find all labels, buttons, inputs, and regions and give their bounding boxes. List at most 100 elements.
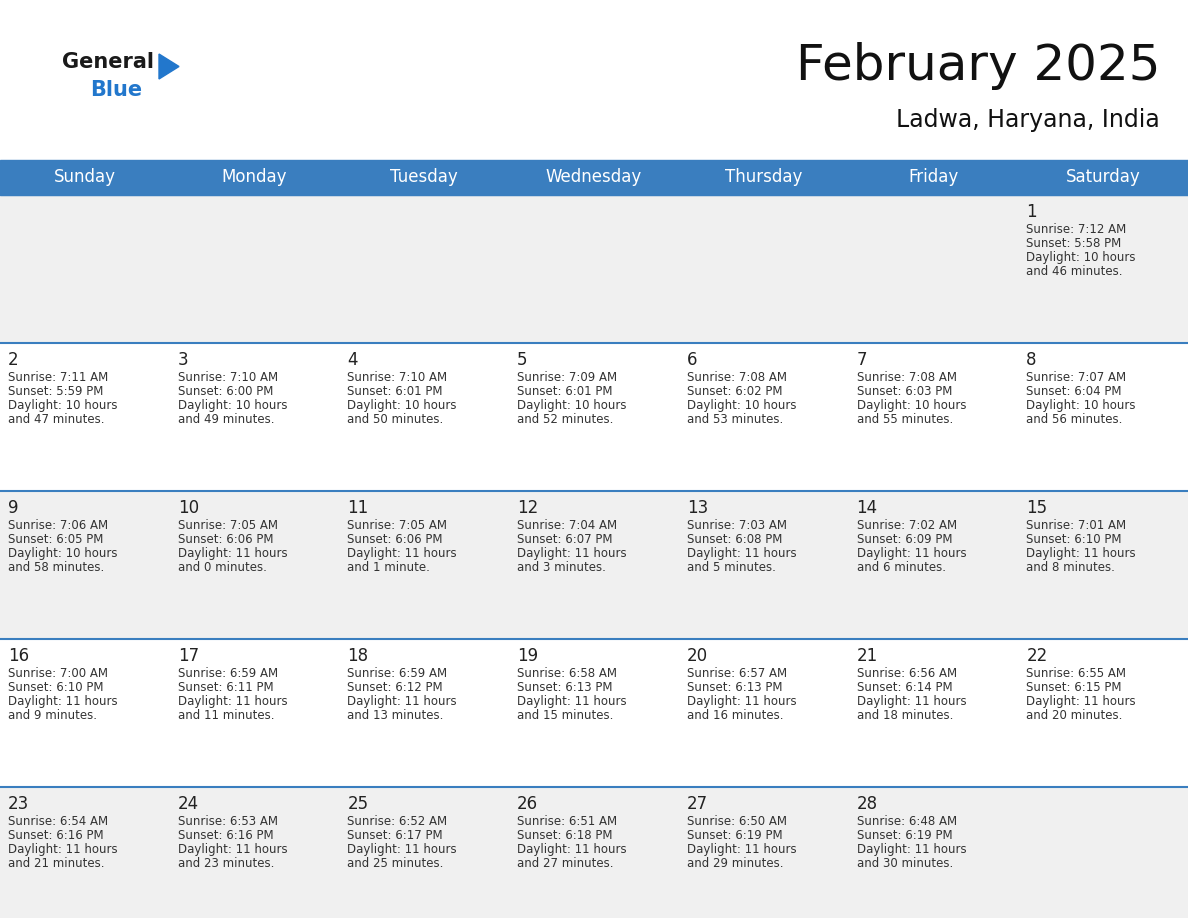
Text: Sunrise: 7:09 AM: Sunrise: 7:09 AM — [517, 371, 618, 384]
Text: and 47 minutes.: and 47 minutes. — [8, 413, 105, 426]
Text: Daylight: 10 hours: Daylight: 10 hours — [8, 547, 118, 560]
Text: Daylight: 10 hours: Daylight: 10 hours — [857, 399, 966, 412]
Text: Daylight: 10 hours: Daylight: 10 hours — [1026, 251, 1136, 264]
Text: and 0 minutes.: and 0 minutes. — [178, 561, 266, 574]
Text: and 50 minutes.: and 50 minutes. — [347, 413, 443, 426]
Text: 19: 19 — [517, 647, 538, 665]
Text: and 3 minutes.: and 3 minutes. — [517, 561, 606, 574]
Text: Sunrise: 6:51 AM: Sunrise: 6:51 AM — [517, 815, 618, 828]
Text: Sunset: 6:06 PM: Sunset: 6:06 PM — [178, 533, 273, 546]
Text: Sunrise: 7:08 AM: Sunrise: 7:08 AM — [687, 371, 786, 384]
Text: Daylight: 11 hours: Daylight: 11 hours — [8, 843, 118, 856]
Text: Sunset: 6:19 PM: Sunset: 6:19 PM — [687, 829, 783, 842]
Text: Sunrise: 7:05 AM: Sunrise: 7:05 AM — [347, 519, 448, 532]
Text: Daylight: 11 hours: Daylight: 11 hours — [517, 547, 627, 560]
Text: 24: 24 — [178, 795, 198, 813]
Text: and 58 minutes.: and 58 minutes. — [8, 561, 105, 574]
Text: 4: 4 — [347, 351, 358, 369]
Text: 22: 22 — [1026, 647, 1048, 665]
Text: Sunset: 6:16 PM: Sunset: 6:16 PM — [8, 829, 103, 842]
Text: Daylight: 11 hours: Daylight: 11 hours — [857, 547, 966, 560]
Text: Daylight: 10 hours: Daylight: 10 hours — [517, 399, 626, 412]
Text: and 16 minutes.: and 16 minutes. — [687, 709, 783, 722]
Text: Sunset: 6:11 PM: Sunset: 6:11 PM — [178, 681, 273, 694]
Text: Sunset: 6:00 PM: Sunset: 6:00 PM — [178, 385, 273, 398]
Text: 16: 16 — [8, 647, 30, 665]
Text: Daylight: 11 hours: Daylight: 11 hours — [347, 695, 457, 708]
Text: 15: 15 — [1026, 499, 1048, 517]
Text: 17: 17 — [178, 647, 198, 665]
Text: and 1 minute.: and 1 minute. — [347, 561, 430, 574]
Text: Sunset: 6:13 PM: Sunset: 6:13 PM — [687, 681, 783, 694]
Text: Sunrise: 6:59 AM: Sunrise: 6:59 AM — [178, 667, 278, 680]
Text: and 27 minutes.: and 27 minutes. — [517, 857, 614, 870]
Text: 3: 3 — [178, 351, 189, 369]
Text: Blue: Blue — [90, 80, 143, 100]
Text: 18: 18 — [347, 647, 368, 665]
Text: Sunrise: 6:53 AM: Sunrise: 6:53 AM — [178, 815, 278, 828]
Text: and 9 minutes.: and 9 minutes. — [8, 709, 97, 722]
Text: Sunrise: 7:05 AM: Sunrise: 7:05 AM — [178, 519, 278, 532]
Text: Sunrise: 7:10 AM: Sunrise: 7:10 AM — [178, 371, 278, 384]
Text: Sunrise: 6:50 AM: Sunrise: 6:50 AM — [687, 815, 786, 828]
Text: and 53 minutes.: and 53 minutes. — [687, 413, 783, 426]
Text: and 6 minutes.: and 6 minutes. — [857, 561, 946, 574]
Text: and 20 minutes.: and 20 minutes. — [1026, 709, 1123, 722]
Text: Sunrise: 6:54 AM: Sunrise: 6:54 AM — [8, 815, 108, 828]
Text: Daylight: 11 hours: Daylight: 11 hours — [687, 547, 796, 560]
Text: Daylight: 11 hours: Daylight: 11 hours — [1026, 547, 1136, 560]
Text: 11: 11 — [347, 499, 368, 517]
Text: Sunset: 6:07 PM: Sunset: 6:07 PM — [517, 533, 613, 546]
Text: Sunrise: 7:11 AM: Sunrise: 7:11 AM — [8, 371, 108, 384]
Polygon shape — [159, 54, 179, 79]
Text: 7: 7 — [857, 351, 867, 369]
Text: Sunset: 6:18 PM: Sunset: 6:18 PM — [517, 829, 613, 842]
Text: Daylight: 11 hours: Daylight: 11 hours — [347, 547, 457, 560]
Text: 23: 23 — [8, 795, 30, 813]
Bar — [0, 343, 1188, 491]
Text: and 23 minutes.: and 23 minutes. — [178, 857, 274, 870]
Text: Tuesday: Tuesday — [391, 169, 459, 186]
Text: 26: 26 — [517, 795, 538, 813]
Text: Sunrise: 6:57 AM: Sunrise: 6:57 AM — [687, 667, 786, 680]
Text: Daylight: 11 hours: Daylight: 11 hours — [178, 547, 287, 560]
Text: Daylight: 10 hours: Daylight: 10 hours — [1026, 399, 1136, 412]
Text: Friday: Friday — [909, 169, 959, 186]
Text: Sunrise: 7:08 AM: Sunrise: 7:08 AM — [857, 371, 956, 384]
Text: Sunset: 6:06 PM: Sunset: 6:06 PM — [347, 533, 443, 546]
Text: Sunset: 6:04 PM: Sunset: 6:04 PM — [1026, 385, 1121, 398]
Text: Daylight: 11 hours: Daylight: 11 hours — [857, 695, 966, 708]
Bar — [0, 195, 1188, 343]
Text: 12: 12 — [517, 499, 538, 517]
Text: Daylight: 10 hours: Daylight: 10 hours — [8, 399, 118, 412]
Text: and 52 minutes.: and 52 minutes. — [517, 413, 613, 426]
Text: 20: 20 — [687, 647, 708, 665]
Text: and 55 minutes.: and 55 minutes. — [857, 413, 953, 426]
Text: Sunrise: 6:55 AM: Sunrise: 6:55 AM — [1026, 667, 1126, 680]
Text: Sunset: 6:08 PM: Sunset: 6:08 PM — [687, 533, 782, 546]
Text: Sunset: 6:17 PM: Sunset: 6:17 PM — [347, 829, 443, 842]
Text: 1: 1 — [1026, 203, 1037, 221]
Text: Sunset: 6:10 PM: Sunset: 6:10 PM — [1026, 533, 1121, 546]
Bar — [0, 639, 1188, 787]
Text: Monday: Monday — [222, 169, 287, 186]
Text: Sunrise: 7:10 AM: Sunrise: 7:10 AM — [347, 371, 448, 384]
Text: 9: 9 — [8, 499, 19, 517]
Text: General: General — [62, 52, 154, 72]
Text: Sunset: 6:01 PM: Sunset: 6:01 PM — [517, 385, 613, 398]
Text: and 18 minutes.: and 18 minutes. — [857, 709, 953, 722]
Text: Sunset: 6:09 PM: Sunset: 6:09 PM — [857, 533, 952, 546]
Text: Sunset: 6:03 PM: Sunset: 6:03 PM — [857, 385, 952, 398]
Text: 5: 5 — [517, 351, 527, 369]
Text: Sunset: 6:19 PM: Sunset: 6:19 PM — [857, 829, 953, 842]
Text: Sunrise: 7:01 AM: Sunrise: 7:01 AM — [1026, 519, 1126, 532]
Text: and 30 minutes.: and 30 minutes. — [857, 857, 953, 870]
Bar — [0, 491, 1188, 639]
Text: 25: 25 — [347, 795, 368, 813]
Text: Sunset: 6:13 PM: Sunset: 6:13 PM — [517, 681, 613, 694]
Text: 6: 6 — [687, 351, 697, 369]
Text: Sunrise: 7:00 AM: Sunrise: 7:00 AM — [8, 667, 108, 680]
Text: Wednesday: Wednesday — [545, 169, 643, 186]
Text: 2: 2 — [8, 351, 19, 369]
Text: Daylight: 11 hours: Daylight: 11 hours — [8, 695, 118, 708]
